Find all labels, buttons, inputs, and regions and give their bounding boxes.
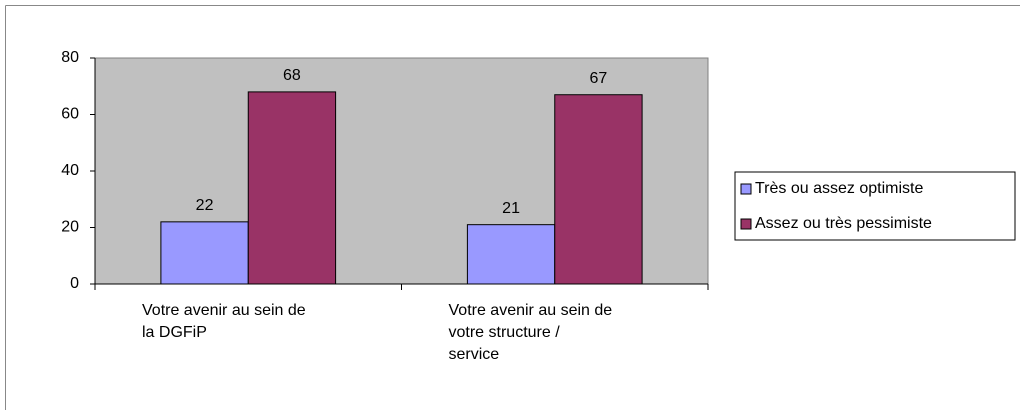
- value-label: 67: [590, 70, 608, 87]
- x-tick-label: Votre avenir au sein de la DGFiP: [142, 302, 306, 341]
- legend-label: Assez ou très pessimiste: [755, 215, 932, 232]
- legend-swatch: [740, 218, 752, 230]
- bar: [247, 91, 337, 285]
- y-tick-label: 60: [61, 106, 79, 123]
- value-label: 21: [502, 200, 520, 217]
- y-tick-label: 40: [61, 162, 79, 179]
- legend-label: Très ou assez optimiste: [755, 180, 923, 197]
- bar: [466, 224, 556, 285]
- value-label: 22: [196, 197, 214, 214]
- bar: [554, 94, 643, 285]
- legend-swatch: [740, 183, 752, 195]
- bar: [160, 221, 249, 285]
- value-label: 68: [283, 67, 301, 84]
- legend-box: [734, 171, 1016, 241]
- y-tick-label: 80: [61, 49, 79, 66]
- y-tick-label: 0: [70, 275, 79, 292]
- y-tick-label: 20: [61, 219, 79, 236]
- x-tick-label: Votre avenir au sein de votre structure /…: [449, 302, 613, 363]
